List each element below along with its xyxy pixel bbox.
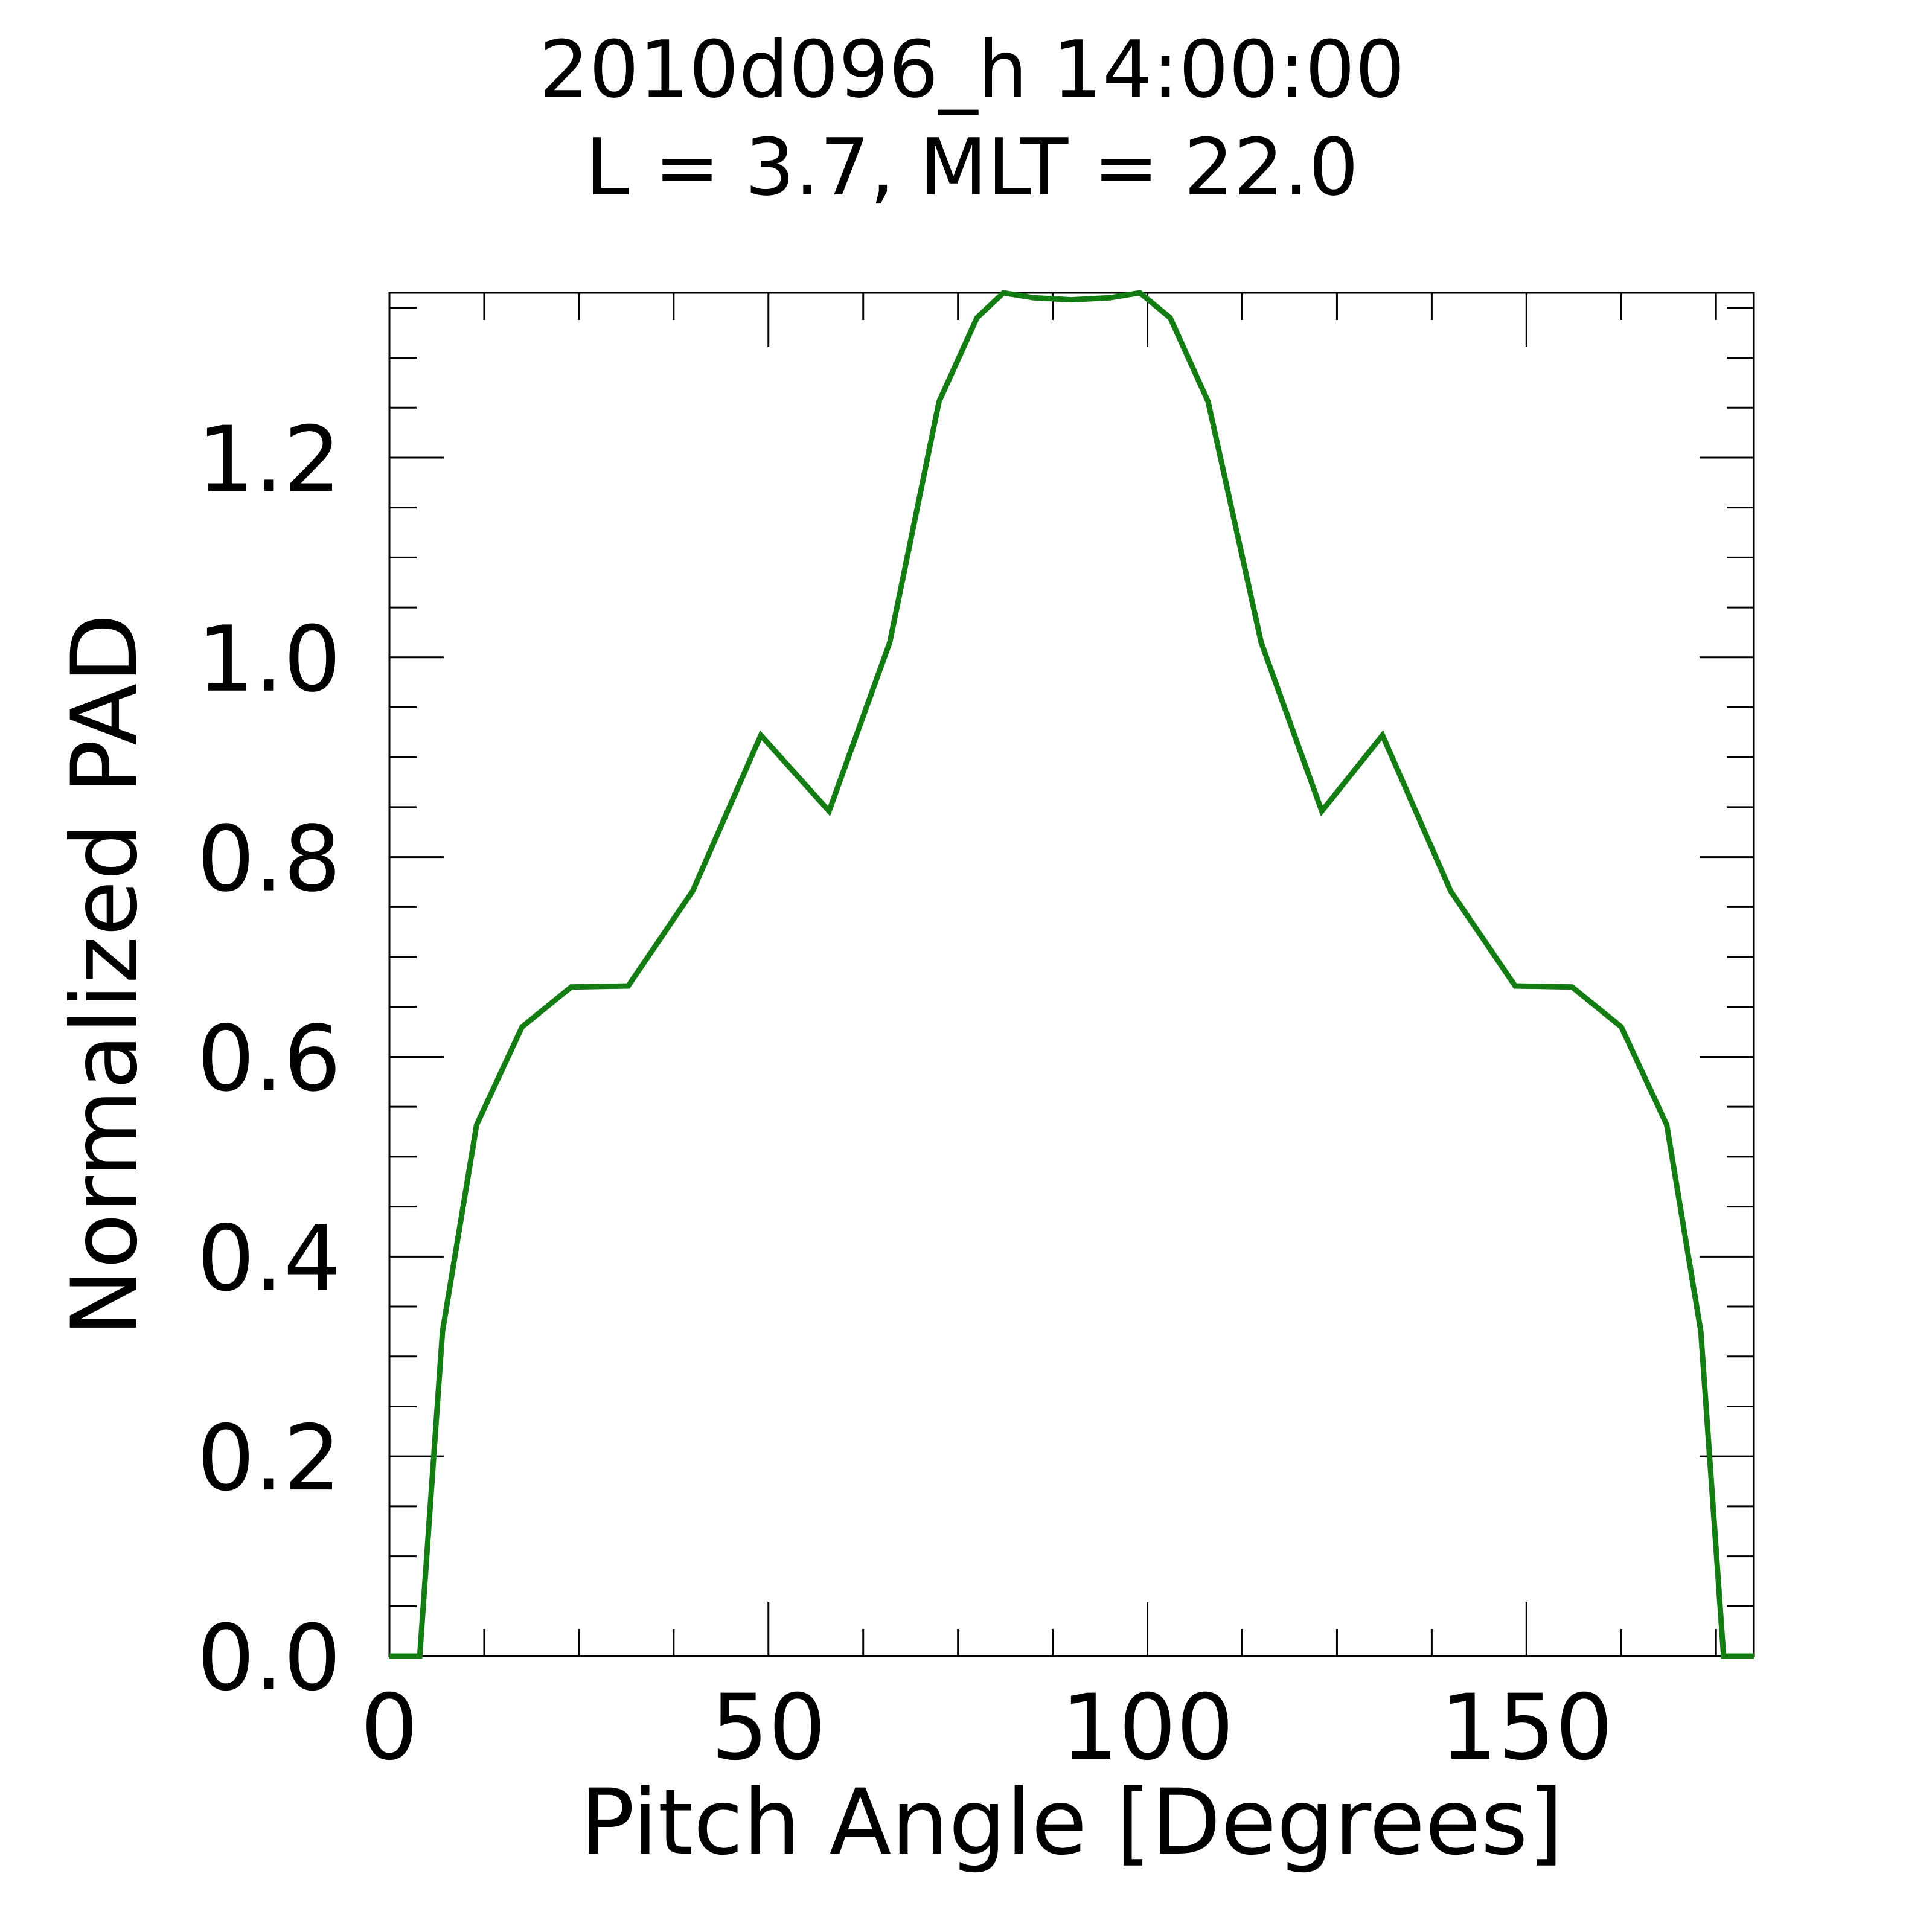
y-tick-label: 1.2 xyxy=(197,408,341,513)
chart-title: 2010d096_h 14:00:00 xyxy=(539,24,1405,115)
plot-frame xyxy=(388,292,1755,1657)
series-layer xyxy=(389,290,1754,1659)
x-axis-ticks: 0 50 100 150 xyxy=(360,293,1613,1780)
x-tick-label: 100 xyxy=(1061,1675,1233,1780)
y-axis-label: Normalized PAD xyxy=(53,613,158,1336)
x-axis-label: Pitch Angle [Degrees] xyxy=(580,1770,1564,1875)
y-axis-ticks: 0.0 0.2 0.4 0.6 0.8 1.0 1.2 xyxy=(197,408,1754,1711)
y-tick-label: 0.0 xyxy=(197,1606,341,1711)
y-tick-label: 1.0 xyxy=(197,607,341,712)
x-tick-label: 0 xyxy=(360,1675,418,1780)
y-tick-label: 0.6 xyxy=(197,1006,341,1112)
chart-subtitle: L = 3.7, MLT = 22.0 xyxy=(586,121,1359,213)
series-line xyxy=(389,290,1754,1659)
y-tick-label: 0.2 xyxy=(197,1406,341,1511)
minor-ticks xyxy=(389,293,1754,1656)
y-tick-label: 0.4 xyxy=(197,1206,341,1311)
y-tick-label: 0.8 xyxy=(197,807,341,912)
x-tick-label: 150 xyxy=(1440,1675,1613,1780)
x-tick-label: 50 xyxy=(711,1675,826,1780)
